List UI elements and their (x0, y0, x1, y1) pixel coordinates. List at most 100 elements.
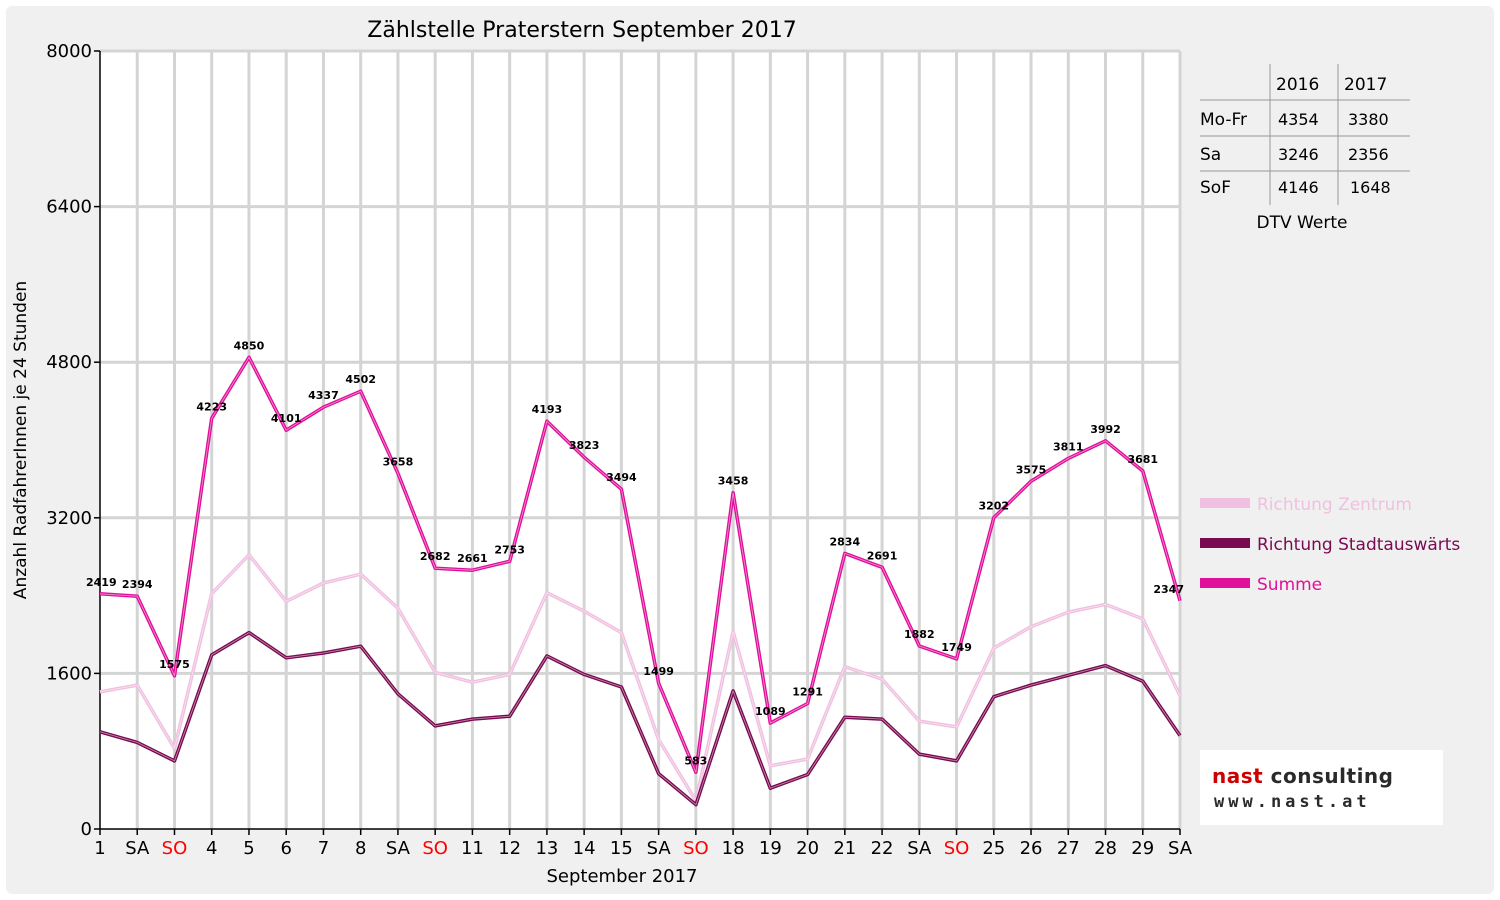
x-tick-label: 28 (1094, 838, 1117, 859)
dtv-cell: 2356 (1348, 145, 1389, 164)
data-label: 2419 (86, 576, 117, 589)
series-lines (99, 355, 1182, 807)
data-label: 4223 (196, 400, 227, 413)
x-tick-label: SO (683, 838, 709, 859)
series-line-highlight (99, 356, 1181, 773)
y-tick-label: 4800 (46, 352, 92, 373)
x-tick-label: 25 (982, 838, 1005, 859)
x-tick-label: SO (422, 838, 448, 859)
data-label: 4850 (234, 339, 265, 352)
x-tick-label: 1 (94, 838, 105, 859)
y-ticks: 0 1600 3200 4800 6400 8000 (46, 41, 100, 840)
y-tick-label: 1600 (46, 663, 92, 684)
dtv-row-label: Mo-Fr (1200, 110, 1247, 130)
axes (99, 51, 1180, 830)
x-tick-label: 19 (759, 838, 782, 859)
x-ticks: 1 SA SO 4 5 6 7 8 SA SO 11 12 13 14 15 SA SO 18 19 20 21 22 SA… (94, 829, 1193, 859)
dtv-header-2016: 2016 (1276, 75, 1319, 95)
data-label: 2682 (420, 550, 451, 563)
x-tick-label: 29 (1131, 838, 1154, 859)
series-line-highlight (99, 554, 1181, 802)
y-tick-label: 3200 (46, 508, 92, 529)
x-tick-label: 7 (318, 838, 329, 859)
dtv-table: 2016 2017 Mo-Fr 4354 3380 Sa 3246 2356 S… (1200, 64, 1410, 233)
x-tick-label: 21 (833, 838, 856, 859)
dtv-cell: 3246 (1278, 145, 1319, 164)
x-tick-label: 6 (280, 838, 291, 859)
x-tick-label: 22 (871, 838, 894, 859)
x-tick-label: SA (386, 838, 411, 859)
data-label: 3575 (1016, 463, 1047, 476)
dtv-header-2017: 2017 (1344, 75, 1387, 95)
dtv-cell: 4146 (1278, 178, 1319, 197)
legend-label: Summe (1257, 575, 1322, 595)
data-label: 2394 (122, 578, 153, 591)
dtv-cell: 1648 (1350, 178, 1391, 197)
x-tick-label: SA (1168, 838, 1193, 859)
data-label: 583 (684, 754, 707, 767)
x-tick-label: SA (907, 838, 932, 859)
y-axis-label: Anzahl RadfahrerInnen je 24 Stunden (11, 281, 31, 599)
dtv-caption: DTV Werte (1257, 213, 1348, 233)
data-label: 4337 (308, 389, 339, 402)
x-tick-label: 14 (573, 838, 596, 859)
x-tick-label: SA (125, 838, 150, 859)
data-label: 3458 (718, 475, 749, 488)
legend-swatch (1200, 498, 1250, 508)
data-label: 3202 (978, 500, 1009, 513)
dtv-cell: 3380 (1348, 110, 1389, 129)
data-label: 3658 (383, 455, 414, 468)
y-tick-label: 0 (81, 819, 92, 840)
legend-label: Richtung Stadtauswärts (1257, 535, 1460, 555)
legend-label: Richtung Zentrum (1257, 495, 1412, 515)
data-label: 1291 (792, 685, 823, 698)
data-label: 2691 (867, 549, 898, 562)
x-tick-label: 5 (243, 838, 254, 859)
data-label: 3681 (1127, 453, 1158, 466)
x-tick-label: 8 (355, 838, 366, 859)
series-line-highlight (99, 632, 1181, 806)
x-tick-label: 13 (535, 838, 558, 859)
x-tick-label: 15 (610, 838, 633, 859)
data-label: 1575 (159, 658, 190, 671)
data-label: 3823 (569, 439, 600, 452)
dtv-row-label: SoF (1200, 178, 1231, 198)
data-label: 2661 (457, 552, 488, 565)
data-label: 2753 (494, 543, 525, 556)
x-tick-label: SO (944, 838, 970, 859)
data-label: 3992 (1090, 423, 1121, 436)
x-tick-label: 11 (461, 838, 484, 859)
data-label: 3494 (606, 471, 637, 484)
data-label: 2347 (1153, 583, 1184, 596)
x-tick-label: 20 (796, 838, 819, 859)
data-labels: 2419 2394 1575 4223 4850 4101 4337 4502 3658 2682… (86, 339, 1184, 767)
legend: Richtung Zentrum Richtung Stadtauswärts Su… (1200, 495, 1460, 595)
nast-consulting-logo: nast consulting www.nast.at (1200, 750, 1443, 825)
x-tick-label: SO (162, 838, 188, 859)
data-label: 4101 (271, 412, 302, 425)
x-axis-label: September 2017 (546, 866, 697, 887)
plot-area (100, 51, 1180, 829)
x-tick-label: 4 (206, 838, 217, 859)
x-tick-label: 18 (722, 838, 745, 859)
data-label: 3811 (1053, 440, 1084, 453)
dtv-cell: 4354 (1278, 110, 1319, 129)
y-tick-label: 6400 (46, 197, 92, 218)
y-tick-label: 8000 (46, 41, 92, 62)
data-label: 1882 (904, 628, 935, 641)
data-label: 2834 (830, 535, 861, 548)
data-label: 4502 (345, 373, 376, 386)
x-tick-label: SA (647, 838, 672, 859)
chart-title: Zählstelle Praterstern September 2017 (367, 18, 796, 43)
dtv-row-label: Sa (1200, 145, 1221, 165)
data-label: 1499 (643, 665, 674, 678)
data-label: 1749 (941, 641, 972, 654)
legend-swatch (1200, 578, 1250, 588)
data-label: 4193 (532, 403, 563, 416)
x-tick-label: 27 (1057, 838, 1080, 859)
x-tick-label: 26 (1020, 838, 1043, 859)
grid (100, 49, 1182, 829)
legend-swatch (1200, 538, 1250, 548)
x-tick-label: 12 (498, 838, 521, 859)
